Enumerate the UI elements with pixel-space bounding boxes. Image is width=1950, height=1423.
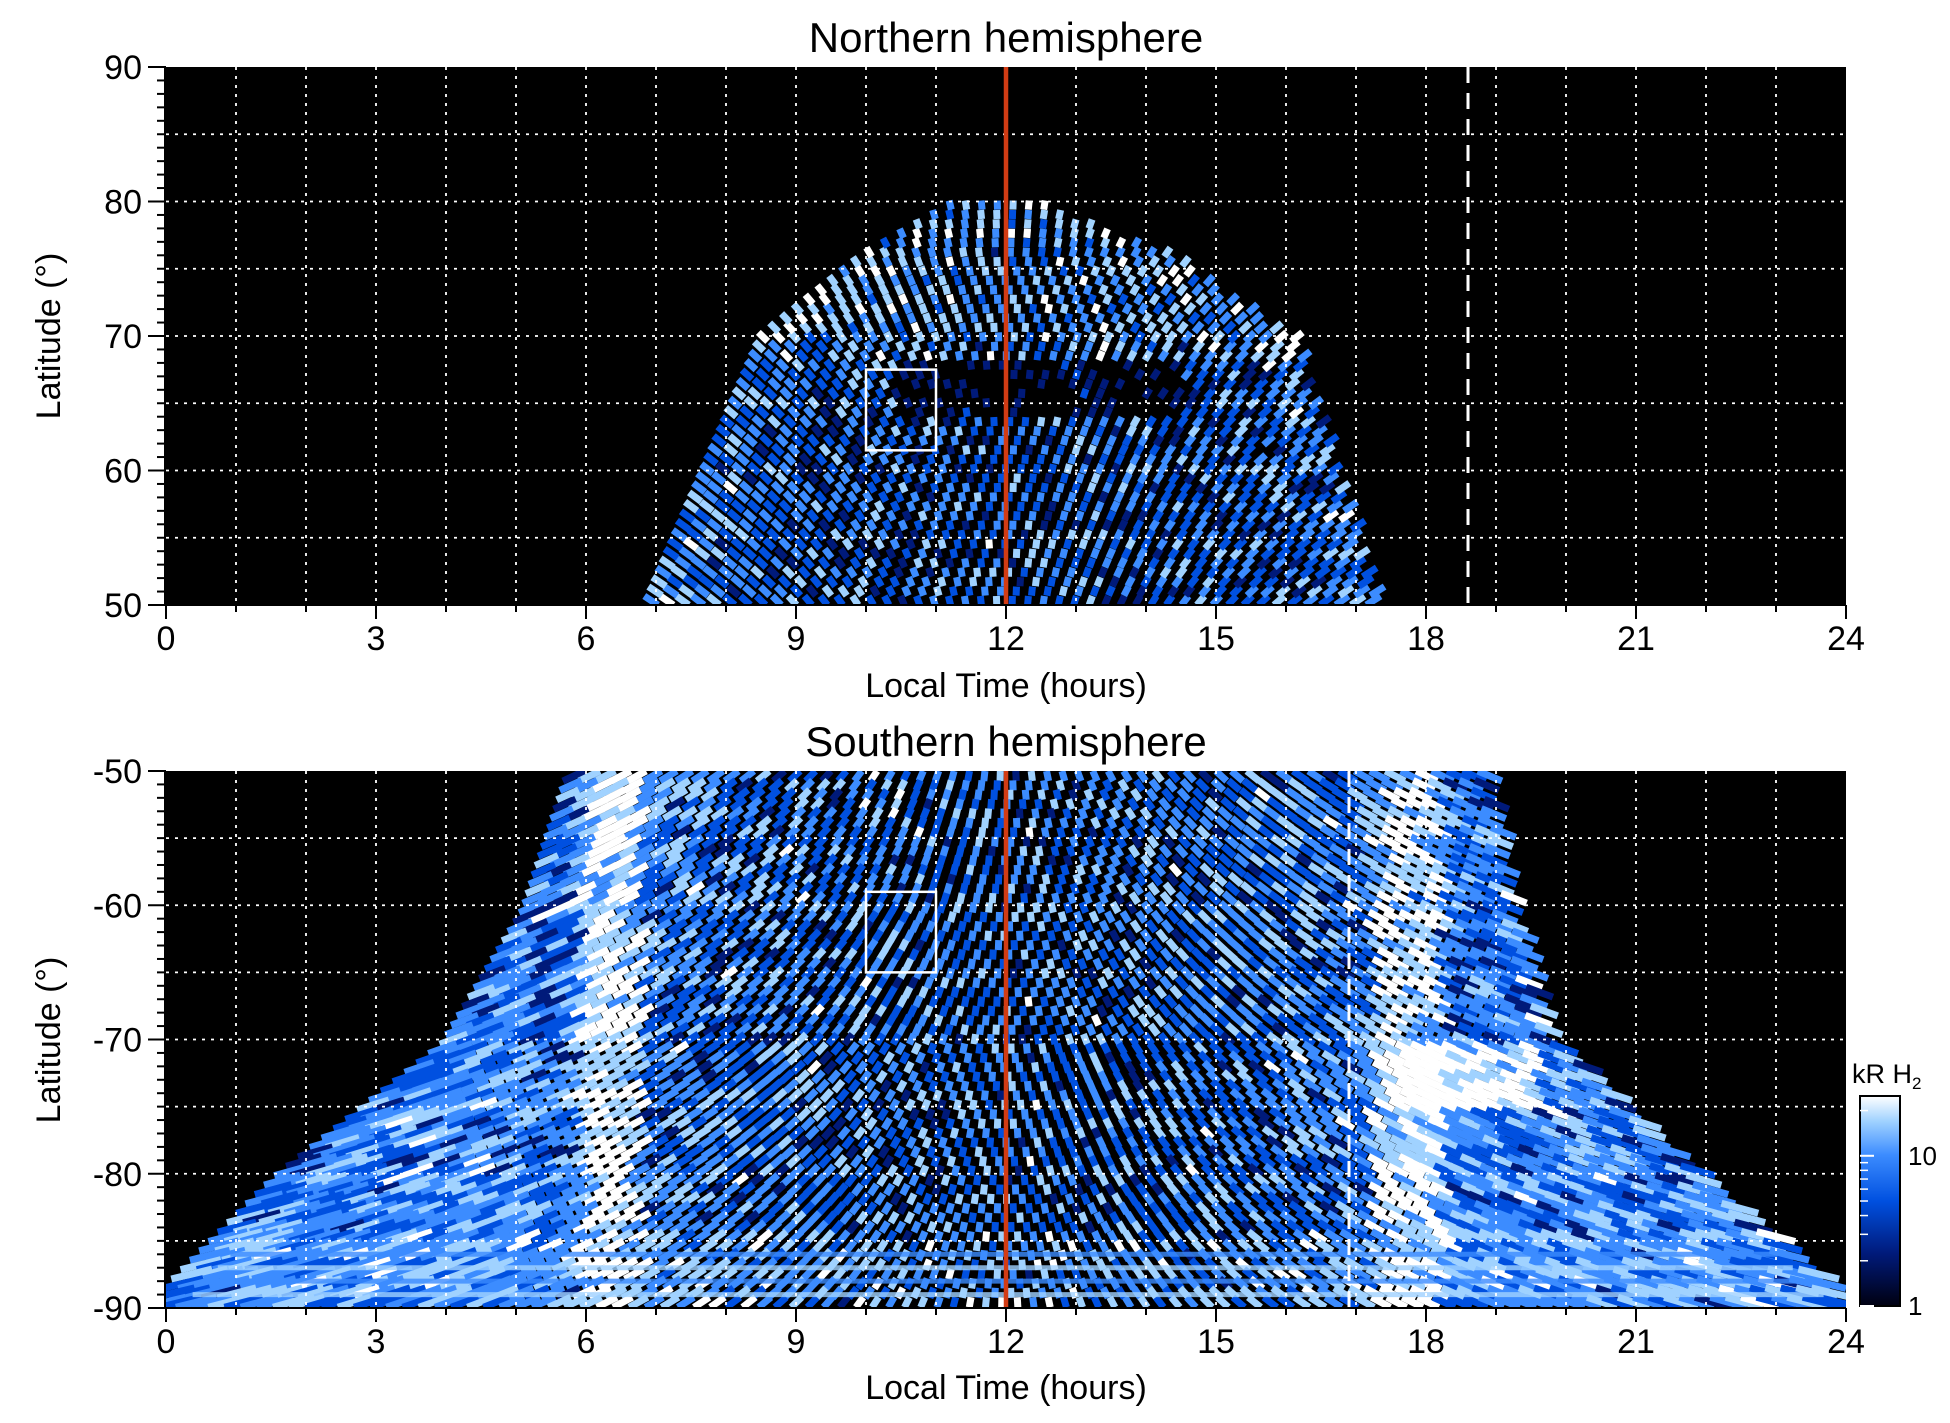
- northern-x-tick-label: 15: [1197, 620, 1235, 658]
- southern-y-tick-label: -60: [93, 887, 142, 925]
- northern-x-tick-label: 6: [577, 620, 596, 658]
- southern-y-tick-label: -70: [93, 1022, 142, 1060]
- northern-y-tick-label: 60: [104, 453, 142, 491]
- southern-panel: Southern hemisphere 0 3 6 9 12 15 18 21 24 -50 -60…: [30, 718, 1865, 1407]
- southern-x-tick-label: 18: [1407, 1323, 1445, 1361]
- northern-axes: 0 3 6 9 12 15 18 21 24 50 60 70 80 90: [104, 49, 1865, 658]
- northern-y-tick-label: 80: [104, 184, 142, 222]
- southern-highlight-box: [864, 890, 938, 974]
- southern-x-tick-label: 21: [1617, 1323, 1655, 1361]
- southern-x-tick-label: 6: [577, 1323, 596, 1361]
- southern-title: Southern hemisphere: [805, 718, 1207, 765]
- southern-y-tick-label: -50: [93, 753, 142, 791]
- southern-y-tick-label: -80: [93, 1156, 142, 1194]
- colorbar: kR H2 1 10: [1852, 1059, 1937, 1321]
- northern-y-axis-label: Latitude (°): [30, 253, 68, 420]
- colorbar-tick-label: 1: [1908, 1291, 1922, 1321]
- northern-x-tick-label: 12: [987, 620, 1025, 658]
- northern-y-tick-label: 50: [104, 587, 142, 625]
- southern-y-tick-label: -90: [93, 1290, 142, 1328]
- northern-highlight-box: [864, 368, 938, 452]
- northern-y-tick-label: 90: [104, 49, 142, 87]
- colorbar-ticks: 1 10: [1860, 1109, 1937, 1321]
- colorbar-unit-label: kR H2: [1852, 1059, 1921, 1093]
- northern-emission-map: [642, 199, 1387, 605]
- southern-x-tick-label: 0: [157, 1323, 176, 1361]
- northern-x-tick-label: 21: [1617, 620, 1655, 658]
- southern-y-axis-label: Latitude (°): [30, 957, 68, 1124]
- southern-emission-map: [166, 771, 1846, 1308]
- northern-x-tick-label: 0: [157, 620, 176, 658]
- southern-x-axis-label: Local Time (hours): [865, 1369, 1147, 1407]
- colorbar-tick-label: 10: [1908, 1141, 1937, 1171]
- northern-x-tick-label: 3: [367, 620, 386, 658]
- southern-x-tick-label: 24: [1827, 1323, 1865, 1361]
- northern-y-tick-label: 70: [104, 318, 142, 356]
- northern-title: Northern hemisphere: [809, 14, 1204, 61]
- southern-axes: 0 3 6 9 12 15 18 21 24 -50 -60 -70 -80 -90: [93, 753, 1865, 1361]
- southern-x-tick-label: 9: [787, 1323, 806, 1361]
- northern-x-tick-label: 24: [1827, 620, 1865, 658]
- northern-panel: Northern hemisphere 0 3 6 9 12 15 18 21 24 50 60 70…: [30, 14, 1865, 705]
- northern-x-axis-label: Local Time (hours): [865, 667, 1147, 705]
- northern-x-tick-label: 9: [787, 620, 806, 658]
- southern-x-tick-label: 15: [1197, 1323, 1235, 1361]
- southern-x-tick-label: 3: [367, 1323, 386, 1361]
- southern-x-tick-label: 12: [987, 1323, 1025, 1361]
- northern-x-tick-label: 18: [1407, 620, 1445, 658]
